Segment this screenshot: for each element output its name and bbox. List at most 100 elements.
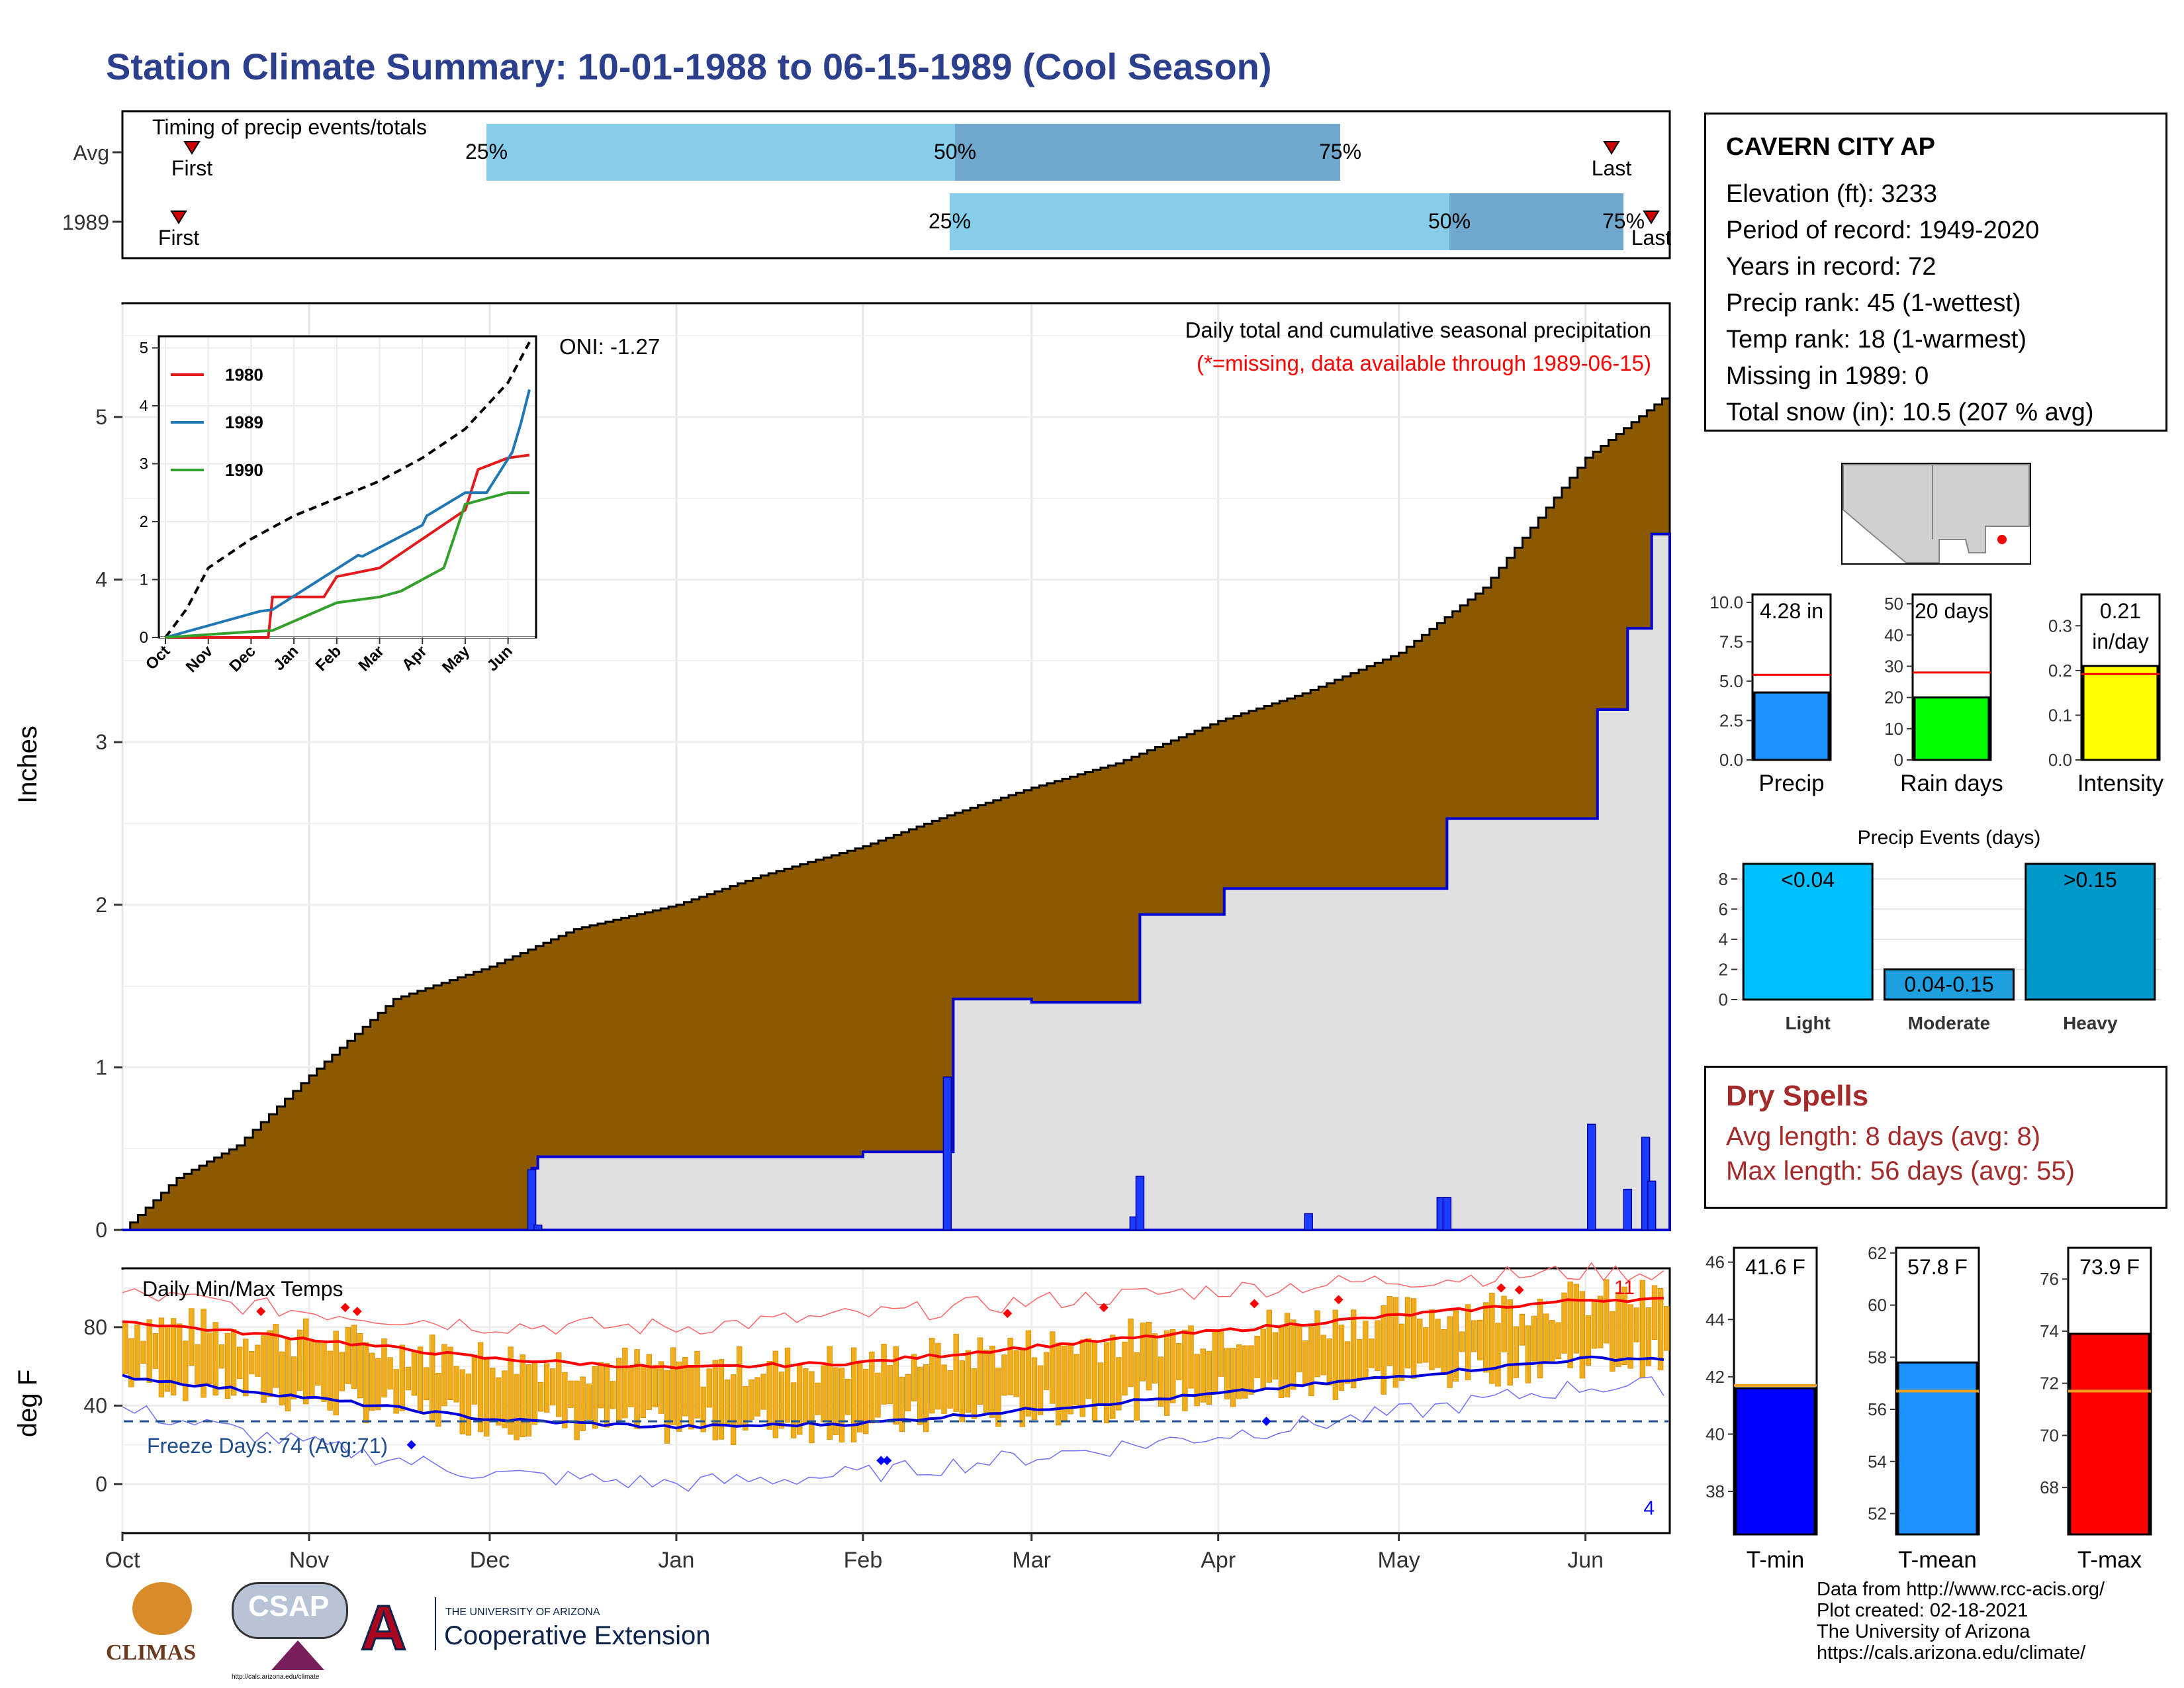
daily-temp-bar bbox=[712, 1360, 719, 1440]
temp-y-tick-label: 40 bbox=[83, 1393, 107, 1417]
daily-temp-bar bbox=[321, 1342, 327, 1402]
daily-temp-bar bbox=[766, 1360, 772, 1430]
timing-row-label: 1989 bbox=[62, 211, 109, 234]
record-min-line bbox=[122, 1376, 1664, 1492]
station-years: Years in record: 72 bbox=[1726, 253, 1936, 281]
daily-temp-bar bbox=[140, 1340, 146, 1364]
daily-temp-bar bbox=[664, 1370, 670, 1444]
daily-temp-bar bbox=[1110, 1335, 1116, 1419]
month-tick-label: Feb bbox=[844, 1548, 883, 1573]
daily-temp-bar bbox=[1194, 1354, 1200, 1407]
temp-bar-tick-label: 70 bbox=[2040, 1425, 2059, 1445]
daily-temp-bar bbox=[1170, 1329, 1176, 1403]
station-info-panel: CAVERN CITY AP Elevation (ft): 3233 Peri… bbox=[1704, 113, 2167, 432]
daily-temp-bar bbox=[1525, 1325, 1531, 1383]
daily-temp-bar bbox=[1242, 1345, 1248, 1399]
daily-temp-bar bbox=[351, 1325, 357, 1389]
ua-block-a-icon: A bbox=[359, 1592, 407, 1665]
daily-temp-bar bbox=[236, 1346, 243, 1380]
daily-temp-bar bbox=[189, 1308, 195, 1366]
daily-temp-bar bbox=[1507, 1299, 1513, 1386]
daily-temp-bar bbox=[465, 1374, 472, 1436]
mini-bar-label: Precip bbox=[1758, 771, 1824, 796]
timing-p75-label: 75% bbox=[1602, 209, 1645, 233]
daily-temp-bar bbox=[490, 1368, 496, 1421]
daily-temp-bar bbox=[550, 1368, 556, 1405]
temp-bar-label: T-min bbox=[1747, 1547, 1805, 1573]
mini-bar-tick-label: 7.5 bbox=[1719, 632, 1743, 651]
daily-temp-bar bbox=[754, 1377, 760, 1417]
daily-precip-bars bbox=[527, 1076, 1657, 1231]
daily-temp-bar bbox=[610, 1381, 616, 1409]
daily-temp-bar bbox=[1163, 1330, 1170, 1416]
precip-caption: Daily total and cumulative seasonal prec… bbox=[1185, 318, 1651, 342]
daily-temp-bar bbox=[1025, 1330, 1032, 1417]
temp-summary-bars: 41.6 F 38 40 42 44 46 T-min 57.8 F 52 54 56 58 60 62 T… bbox=[1706, 1243, 2152, 1573]
daily-temp-bar bbox=[706, 1368, 712, 1408]
precip-events-chart: Precip Events (days) 0 2 4 6 8 <0.04 Light 0.04-… bbox=[1719, 827, 2161, 1033]
daily-temp-bar bbox=[1344, 1341, 1351, 1384]
climas-sun-icon bbox=[132, 1582, 192, 1635]
daily-temp-bar bbox=[724, 1379, 731, 1426]
daily-temp-bar bbox=[1272, 1332, 1279, 1380]
daily-temp-bar bbox=[303, 1318, 309, 1405]
daily-temp-bar bbox=[285, 1338, 291, 1412]
avg-min-line bbox=[122, 1355, 1664, 1430]
daily-temp-bar bbox=[652, 1364, 659, 1407]
events-category-label: Light bbox=[1785, 1013, 1830, 1033]
credit-plot-created: Plot created: 02-18-2021 bbox=[1817, 1600, 2028, 1621]
month-tick-label: Mar bbox=[1012, 1548, 1051, 1573]
mini-bar-value-text: 20 days bbox=[1915, 599, 1989, 623]
daily-temp-bar bbox=[1037, 1365, 1044, 1415]
record-high-marker bbox=[1334, 1295, 1343, 1305]
station-name: CAVERN CITY AP bbox=[1726, 133, 1936, 161]
daily-temp-bar bbox=[1633, 1307, 1639, 1342]
daily-temp-bar bbox=[1266, 1309, 1272, 1383]
month-tick-label: Jun bbox=[1567, 1548, 1604, 1573]
station-total-snow: Total snow (in): 10.5 (207 % avg) bbox=[1726, 399, 2094, 426]
daily-temp-bar bbox=[381, 1338, 387, 1397]
daily-temp-bar bbox=[1079, 1339, 1085, 1417]
daily-temp-bar bbox=[1519, 1313, 1525, 1346]
daily-temp-bar bbox=[743, 1385, 749, 1430]
daily-temp-bar bbox=[357, 1333, 363, 1399]
events-tick-label: 4 bbox=[1719, 929, 1728, 949]
daily-temp-bar bbox=[1410, 1298, 1417, 1379]
temp-bar-label: T-max bbox=[2077, 1547, 2142, 1573]
events-tick-label: 8 bbox=[1719, 869, 1728, 889]
inset-avg-line bbox=[164, 341, 531, 639]
daily-temp-bar bbox=[881, 1344, 887, 1405]
temp-panel-label: Daily Min/Max Temps bbox=[142, 1277, 343, 1301]
precip-y-tick-label: 0 bbox=[95, 1218, 107, 1242]
daily-temp-bar bbox=[1495, 1323, 1501, 1387]
daily-temp-bar bbox=[1615, 1291, 1621, 1367]
mini-bar-label: Rain days bbox=[1900, 771, 2003, 796]
csap-cloud-icon bbox=[232, 1582, 348, 1639]
temp-bar-tick-label: 76 bbox=[2040, 1269, 2059, 1289]
daily-temp-bar bbox=[1001, 1354, 1007, 1396]
daily-temp-bar bbox=[899, 1376, 905, 1432]
credit-url: https://cals.arizona.edu/climate/ bbox=[1817, 1642, 2086, 1664]
record-low-marker bbox=[876, 1456, 886, 1466]
daily-temp-bar bbox=[568, 1380, 574, 1408]
daily-temp-bar bbox=[634, 1349, 640, 1429]
timing-p25-label: 25% bbox=[465, 140, 508, 164]
daily-temp-bar bbox=[369, 1352, 375, 1411]
daily-temp-bar bbox=[212, 1322, 218, 1396]
daily-temp-bar bbox=[255, 1344, 261, 1377]
daily-temp-bar bbox=[983, 1350, 989, 1413]
temp-bar-tick-label: 68 bbox=[2040, 1477, 2059, 1497]
month-tick-label: Nov bbox=[289, 1548, 329, 1573]
daily-temp-bar bbox=[1212, 1331, 1218, 1393]
daily-precip-bar bbox=[1442, 1197, 1452, 1231]
daily-temp-bar bbox=[128, 1338, 134, 1387]
mini-bar-tick-label: 0.1 bbox=[2048, 705, 2072, 725]
temp-bar-tick-label: 46 bbox=[1706, 1252, 1725, 1272]
ua-divider bbox=[435, 1597, 436, 1650]
csap-logo: CSAP http://cals.arizona.edu/climate bbox=[232, 1582, 348, 1681]
temp-bar-value bbox=[2069, 1333, 2150, 1536]
daily-temp-bar bbox=[586, 1383, 592, 1420]
daily-temp-bar bbox=[947, 1370, 953, 1409]
temp-bar-tick-label: 54 bbox=[1868, 1452, 1887, 1472]
daily-temp-bar bbox=[917, 1366, 923, 1425]
